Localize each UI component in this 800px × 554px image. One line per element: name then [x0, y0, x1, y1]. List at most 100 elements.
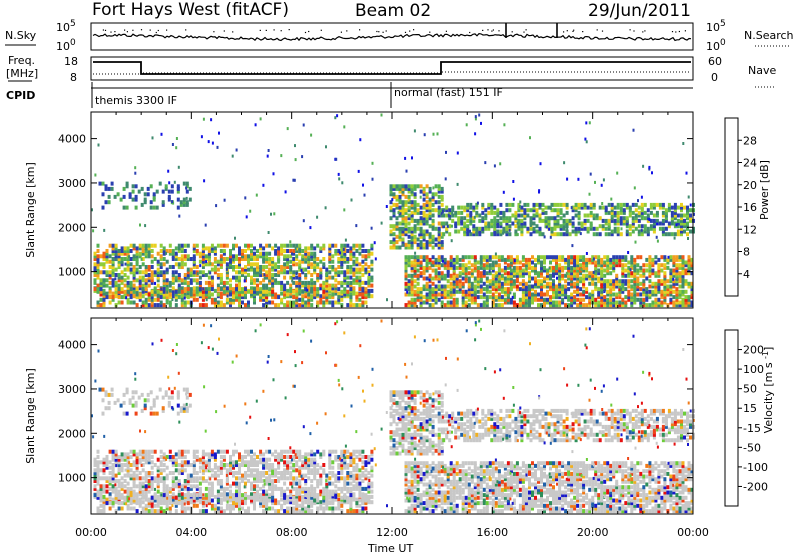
noise-search-dot [110, 31, 112, 33]
power-cell [469, 232, 473, 237]
power-cell [108, 243, 112, 248]
power-cell [247, 303, 250, 308]
power-sparse-cell [548, 266, 551, 270]
power-cell [515, 257, 519, 262]
power-cell [216, 275, 220, 280]
power-cell [307, 270, 311, 275]
power-cell [398, 208, 402, 213]
power-cell [449, 257, 453, 262]
power-cell [222, 283, 226, 288]
velocity-cell [222, 465, 226, 470]
velocity-cell [216, 481, 220, 486]
power-cell [666, 292, 670, 297]
power-cell [609, 260, 613, 265]
power-cell [686, 232, 689, 237]
power-cell [502, 229, 506, 234]
power-cell [286, 265, 290, 269]
velocity-cell [123, 455, 127, 459]
power-cell [555, 263, 558, 268]
power-cell [93, 273, 97, 277]
power-cell [657, 281, 661, 286]
power-cell [253, 289, 256, 294]
power-cell [666, 279, 670, 284]
power-cell [274, 267, 278, 272]
velocity-cell [262, 452, 266, 457]
power-cell [192, 286, 196, 291]
power-cell [573, 300, 577, 305]
velocity-cell [283, 455, 287, 459]
power-cell [597, 271, 601, 276]
power-cell [607, 232, 611, 237]
power-cell [352, 270, 356, 275]
power-cell [189, 273, 193, 277]
velocity-cell [286, 476, 290, 481]
power-cell [398, 194, 402, 199]
power-cell [515, 287, 519, 292]
power-cell [401, 202, 405, 207]
velocity-cell [111, 471, 115, 475]
power-cell [684, 303, 688, 308]
power-cell [437, 226, 441, 231]
power-cell [165, 270, 169, 275]
power-cell [167, 197, 171, 202]
velocity-cell [307, 489, 311, 494]
power-cell [180, 249, 184, 253]
power-cell [600, 284, 604, 289]
power-cell [325, 295, 329, 300]
power-cell [105, 254, 109, 259]
power-cell [150, 275, 154, 280]
power-cell [621, 287, 625, 292]
power-cell [301, 297, 305, 302]
power-cell [401, 232, 405, 237]
power-cell [349, 300, 353, 305]
velocity-cell [319, 481, 323, 486]
power-cell [612, 292, 616, 297]
power-cell [681, 263, 685, 268]
power-cell [413, 300, 417, 305]
power-cell [664, 216, 668, 221]
power-cell [370, 267, 374, 272]
power-cell [577, 205, 581, 210]
power-cell [506, 300, 510, 305]
velocity-cell [108, 476, 112, 481]
velocity-cell [307, 463, 311, 467]
power-cell [425, 213, 429, 218]
power-cell [672, 279, 676, 284]
power-cell [389, 224, 393, 229]
power-cell [669, 268, 673, 273]
velocity-cell [256, 497, 259, 502]
power-cell [153, 303, 157, 308]
power-sparse-cell [496, 274, 499, 278]
power-sparse-cell [511, 295, 514, 299]
power-cell [676, 221, 680, 226]
power-cell [523, 208, 527, 213]
noise-search-dot [511, 31, 513, 33]
velocity-cell [102, 489, 106, 494]
power-cell [422, 237, 426, 242]
power-cell [452, 289, 456, 294]
power-cell [434, 208, 438, 213]
power-cell [482, 273, 486, 278]
power-cell [601, 218, 605, 223]
power-cell [574, 229, 578, 234]
velocity-cell [304, 500, 308, 505]
velocity-cell [277, 486, 281, 491]
power-cell [301, 259, 305, 264]
power-cell [663, 295, 667, 300]
velocity-cell [114, 489, 118, 494]
power-cell [600, 271, 604, 276]
power-cell [425, 216, 429, 221]
power-cell [129, 287, 133, 292]
power-cell [576, 292, 580, 297]
power-cell [410, 300, 414, 305]
power-cell [141, 294, 145, 299]
power-cell [367, 288, 371, 293]
power-cell [229, 257, 232, 261]
power-cell [431, 297, 435, 302]
noise-search-dot [563, 31, 565, 33]
power-cell [449, 284, 453, 289]
power-sparse-cell [319, 287, 322, 291]
power-cell [404, 226, 408, 231]
power-cell [491, 255, 495, 260]
power-cell [301, 249, 305, 253]
